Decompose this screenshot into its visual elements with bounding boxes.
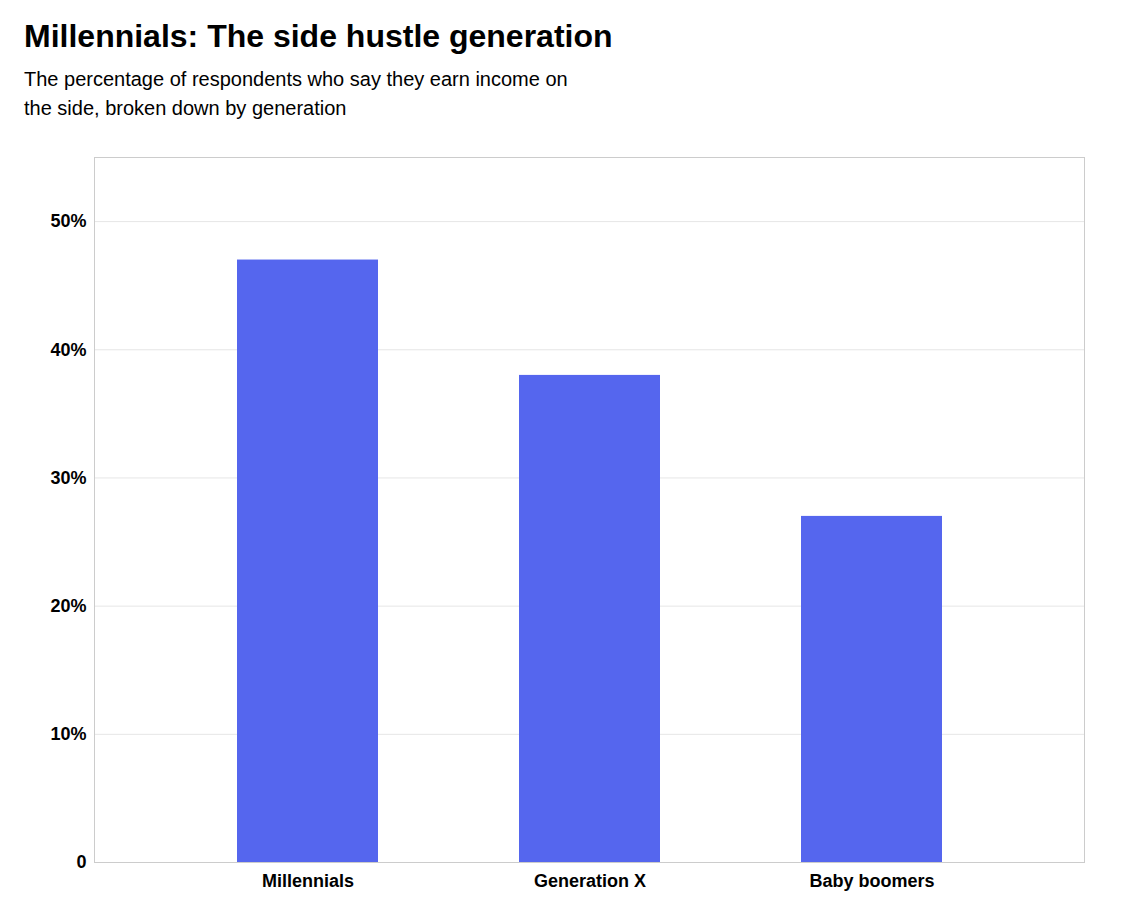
svg-text:50%: 50% bbox=[50, 211, 86, 231]
svg-text:30%: 30% bbox=[50, 468, 86, 488]
svg-text:20%: 20% bbox=[50, 596, 86, 616]
svg-text:Generation X: Generation X bbox=[534, 871, 646, 891]
svg-text:40%: 40% bbox=[50, 340, 86, 360]
svg-text:0: 0 bbox=[76, 852, 86, 872]
svg-text:Millennials: Millennials bbox=[262, 871, 354, 891]
svg-text:10%: 10% bbox=[50, 724, 86, 744]
html-text:Millennials: The side hustle g: Millennials: The side hustle generation bbox=[24, 18, 613, 54]
svg-text:Baby boomers: Baby boomers bbox=[809, 871, 934, 891]
html-text:The percentage of respondents: The percentage of respondents who say th… bbox=[24, 68, 568, 119]
